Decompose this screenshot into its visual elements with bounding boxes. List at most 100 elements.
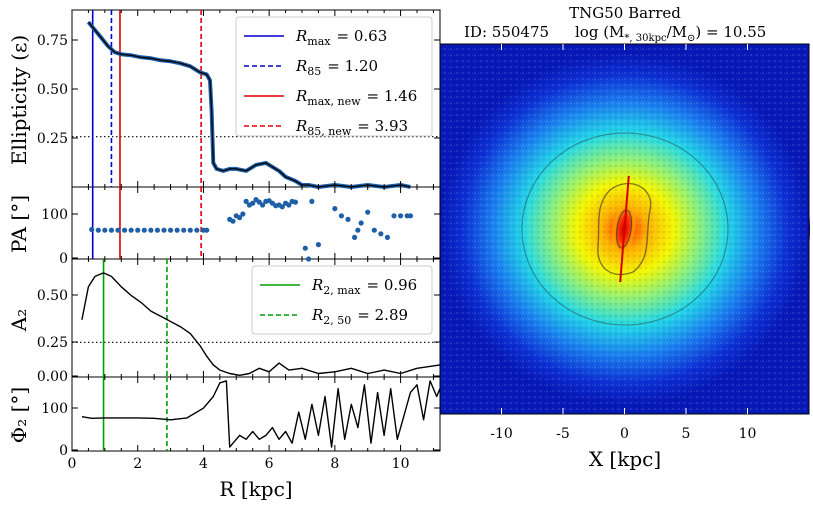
- position-angle-point-51: [371, 227, 377, 233]
- position-angle-point-52: [378, 231, 384, 237]
- position-angle-point-2: [102, 227, 108, 233]
- position-angle-point-8: [141, 227, 147, 233]
- radius-xtick-label-4: 8: [330, 456, 339, 472]
- pa-ylabel: PA [°]: [7, 195, 31, 253]
- density-map: [439, 43, 810, 415]
- map-title-line1: TNG50 Barred: [569, 4, 681, 22]
- leg1-label-base-3: R: [295, 117, 307, 135]
- map-title-mass-lhs: log (M: [575, 23, 624, 41]
- position-angle-point-12: [167, 227, 174, 233]
- leg2-label-base-0: R: [311, 276, 323, 294]
- leg2-label-value-1: = 2.89: [357, 306, 408, 324]
- position-angle-point-40: [302, 245, 308, 251]
- position-angle-point-29: [259, 202, 266, 208]
- position-angle-ytick-label-0: 0: [59, 251, 68, 267]
- position-angle-point-50: [365, 209, 371, 215]
- radius-xlabel: R [kpc]: [219, 477, 292, 501]
- map-xlabel: X [kpc]: [589, 447, 661, 471]
- bar-amplitude-ytick-label-2: 0.50: [37, 288, 68, 304]
- radius-xtick-label-1: 2: [133, 456, 142, 472]
- bar-phase-series-line: [81, 380, 441, 448]
- position-angle-point-23: [240, 211, 246, 217]
- radius-xtick-label-5: 10: [392, 456, 410, 472]
- leg1-label-3: R85, new = 3.93: [295, 117, 408, 138]
- bar-phase-ytick-label-1: 100: [41, 401, 68, 417]
- leg2-label-base-1: R: [311, 306, 323, 324]
- radius-xtick-label-2: 4: [199, 456, 208, 472]
- position-angle-point-6: [128, 227, 134, 233]
- map-title-id: ID: 550475: [464, 23, 549, 41]
- position-angle-point-48: [355, 227, 361, 233]
- position-angle-point-0: [89, 226, 95, 233]
- position-angle-point-18: [204, 227, 210, 233]
- leg1-label-base-1: R: [295, 57, 307, 75]
- position-angle-point-26: [250, 200, 256, 206]
- position-angle-ytick-label-1: 100: [41, 207, 68, 223]
- position-angle-point-24: [243, 198, 249, 204]
- position-angle-point-47: [351, 234, 358, 240]
- position-angle-point-57: [407, 213, 414, 219]
- density-map-outer-contour: [521, 132, 729, 326]
- plot-layer: 0.25 0.50 0.75 0 100 0.00 0.25 0.50 0 100 0 2 4 6 8 10: [37, 10, 441, 472]
- map-title-mass: log (M*, 30kpc/M⊙) = 10.55: [575, 23, 766, 44]
- leg2-label-0: R2, max = 0.96: [311, 276, 417, 297]
- position-angle-point-16: [194, 227, 200, 233]
- position-angle-point-46: [345, 216, 351, 222]
- ellipticity-ylabel: Ellipticity (ε): [7, 35, 31, 165]
- ellipticity-legend-box: [235, 16, 433, 137]
- position-angle-point-11: [161, 227, 167, 233]
- leg1-label-1: R85 = 1.20: [295, 57, 378, 78]
- ellipticity-ytick-label-0: 0.25: [37, 131, 68, 147]
- a2-legend-box: [251, 265, 433, 335]
- position-angle-point-20: [230, 218, 236, 224]
- radius-xtick-label-3: 6: [265, 456, 274, 472]
- position-angle-point-41: [305, 256, 312, 262]
- position-angle-point-10: [154, 227, 161, 233]
- bar-major-axis-line: [619, 175, 630, 283]
- position-angle-point-13: [174, 227, 180, 233]
- bar-phase-ytick-label-0: 0: [59, 443, 68, 459]
- position-angle-point-5: [121, 227, 128, 233]
- bar-amplitude-ytick-label-1: 0.25: [37, 335, 68, 351]
- position-angle-point-37: [286, 202, 292, 208]
- map-xtick-label-4: 10: [739, 426, 757, 442]
- leg2-label-sub-0: 2, max: [323, 284, 361, 297]
- leg2-label-1: R2, 50 = 2.89: [311, 306, 408, 327]
- map-title-mass-sub: *, 30kpc: [624, 33, 667, 44]
- radius-xtick-label-0: 0: [68, 456, 77, 472]
- density-map-bar-contour: [597, 182, 652, 276]
- map-title-mass-mid: /M: [667, 23, 687, 41]
- position-angle-point-49: [358, 220, 364, 226]
- map-xtick-label-3: 5: [682, 426, 691, 442]
- position-angle-point-55: [397, 213, 404, 219]
- a2-legend: R2, max = 0.96 R2, 50 = 2.89: [251, 265, 433, 335]
- position-angle-point-4: [115, 227, 121, 233]
- leg1-label-sub-1: 85: [307, 65, 321, 78]
- position-angle-point-45: [338, 213, 345, 219]
- leg1-label-sub-0: max: [307, 35, 331, 48]
- position-angle-point-43: [315, 242, 322, 248]
- leg2-label-value-0: = 0.96: [366, 276, 417, 294]
- leg1-label-value-2: = 1.46: [367, 87, 418, 105]
- position-angle-point-3: [108, 227, 115, 233]
- bar-amplitude-ytick-label-0: 0.00: [37, 369, 68, 385]
- phi2-ylabel: Φ₂ [°]: [7, 387, 31, 443]
- leg1-label-2: Rmax, new = 1.46: [295, 87, 417, 108]
- leg1-label-0: Rmax = 0.63: [295, 27, 387, 48]
- position-angle-point-44: [332, 206, 338, 212]
- map-title-mass-rhs: ) = 10.55: [695, 23, 766, 41]
- leg1-label-value-1: = 1.20: [327, 57, 378, 75]
- position-angle-point-53: [384, 234, 391, 240]
- position-angle-point-39: [292, 199, 299, 205]
- position-angle-point-14: [181, 227, 187, 233]
- ellipticity-ytick-label-2: 0.75: [37, 33, 68, 49]
- ellipticity-ytick-label-1: 0.50: [37, 82, 68, 98]
- position-angle-point-15: [187, 227, 193, 233]
- position-angle-point-7: [135, 227, 141, 233]
- map-xtick-label-0: -10: [490, 426, 513, 442]
- position-angle-point-1: [95, 227, 101, 233]
- leg1-label-sub-3: 85, new: [307, 125, 352, 138]
- leg1-label-base-0: R: [295, 27, 307, 45]
